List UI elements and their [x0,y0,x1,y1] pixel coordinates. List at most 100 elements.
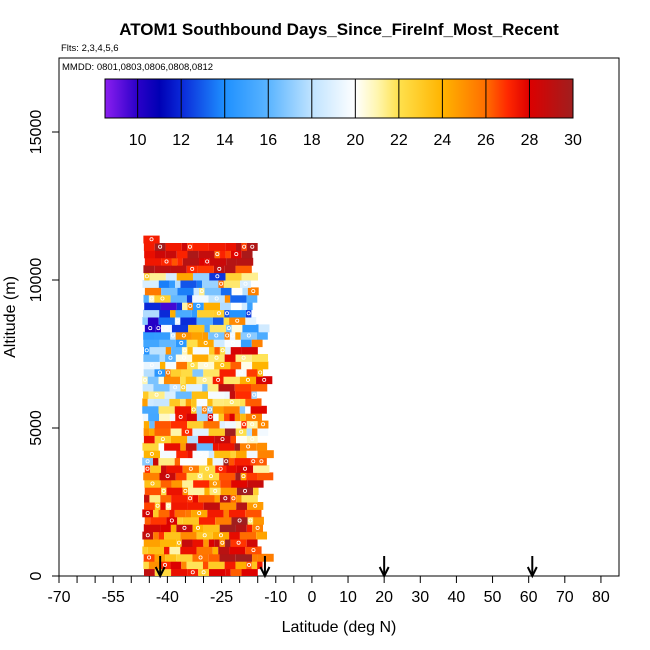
sample-marker [250,437,255,442]
curtain-cell [235,368,247,377]
curtain-cell [142,546,148,555]
curtain-cell [239,531,257,540]
sample-marker [201,570,206,575]
sample-marker [214,355,219,360]
curtain-cell [191,309,198,318]
curtain-cell [242,324,259,333]
sample-marker [207,407,212,412]
curtain-cell [143,354,160,362]
curtain-cell [144,302,161,311]
curtain-cell [236,465,254,473]
curtain-cell [191,405,197,414]
curtain-cell [231,516,248,525]
sample-marker [220,540,225,545]
curtain-cell [144,465,151,473]
curtain-cell [153,509,159,518]
sample-marker [149,296,154,301]
curtain-cell [192,294,209,303]
curtain-cell [208,428,225,436]
curtain-cell [148,294,155,303]
sample-marker [164,326,169,331]
curtain-cell [177,287,194,296]
sample-marker [251,289,256,294]
curtain-cell [186,561,203,570]
curtain-cell [204,487,210,496]
curtain-cell [175,413,187,422]
curtain-cell [196,317,213,325]
curtain-cell [182,516,199,525]
curtain-cell [175,354,193,362]
curtain-cell [170,561,182,570]
curtain-cell [180,376,186,385]
colorbar-frame [104,78,574,119]
curtain-cell [142,309,160,318]
sample-marker [220,348,225,353]
sample-marker [187,244,192,249]
curtain-cell [170,368,182,377]
sample-marker [145,466,150,471]
curtain-cell [204,257,210,266]
sample-marker [251,548,256,553]
x-tick-label: -55 [102,589,125,606]
curtain-cell [159,339,176,348]
sample-marker [226,326,231,331]
curtain-cell [187,502,204,510]
y-axis-label: Altitude (m) [2,276,19,358]
curtain-cell [212,442,219,451]
curtain-cell [158,376,164,385]
curtain-cell [196,442,213,451]
sample-marker [250,422,255,427]
curtain-cell [182,479,194,488]
curtain-cell [228,457,235,466]
curtain-cell [143,561,149,570]
curtain-cell [230,250,242,259]
curtain-cell [252,553,258,562]
curtain-cell [187,243,193,251]
curtain-cell [203,368,220,377]
curtain-cell [209,257,227,266]
colorbar-tick-label: 18 [303,132,321,149]
curtain-cell [181,539,193,547]
curtain-cell [175,472,187,481]
curtain-cell [165,346,172,355]
curtain-cell [165,243,182,251]
curtain-cell [163,376,181,385]
sample-marker [245,407,250,412]
sample-marker [214,296,219,301]
sample-marker [216,377,221,382]
sample-marker [166,370,171,375]
curtain-cell [143,450,161,459]
curtain-cell [154,368,166,377]
curtain-cell [171,324,189,333]
curtain-cell [176,553,193,562]
curtain-cell [235,450,247,459]
curtain-cell [246,524,253,533]
curtain-cell [257,368,263,377]
curtain-cell [235,391,252,399]
curtain-cell [196,531,213,540]
sample-marker [144,274,149,279]
colorbar: 10 12 14 16 18 20 22 24 26 28 30 [104,78,582,149]
x-tick-label: 10 [339,589,357,606]
data-curtain [142,235,274,576]
curtain-cell [197,309,214,318]
curtain-cell [214,450,231,459]
curtain-cell [247,479,264,488]
curtain-cell [218,413,225,422]
curtain-cell [241,272,259,281]
curtain-cell [158,280,170,288]
colorbar-tick-label: 20 [346,132,364,149]
curtain-cell [223,509,229,518]
x-tick-label: 30 [411,589,429,606]
sample-marker [168,355,173,360]
curtain-cell [154,243,166,251]
sample-marker [145,533,150,538]
curtain-cell [204,324,210,333]
curtain-cell [169,383,181,392]
curtain-cell [185,509,192,518]
sample-marker [225,333,230,338]
curtain-cell [241,243,247,251]
sample-marker [199,289,204,294]
curtain-cell [201,405,208,414]
curtain-cell [158,405,175,414]
